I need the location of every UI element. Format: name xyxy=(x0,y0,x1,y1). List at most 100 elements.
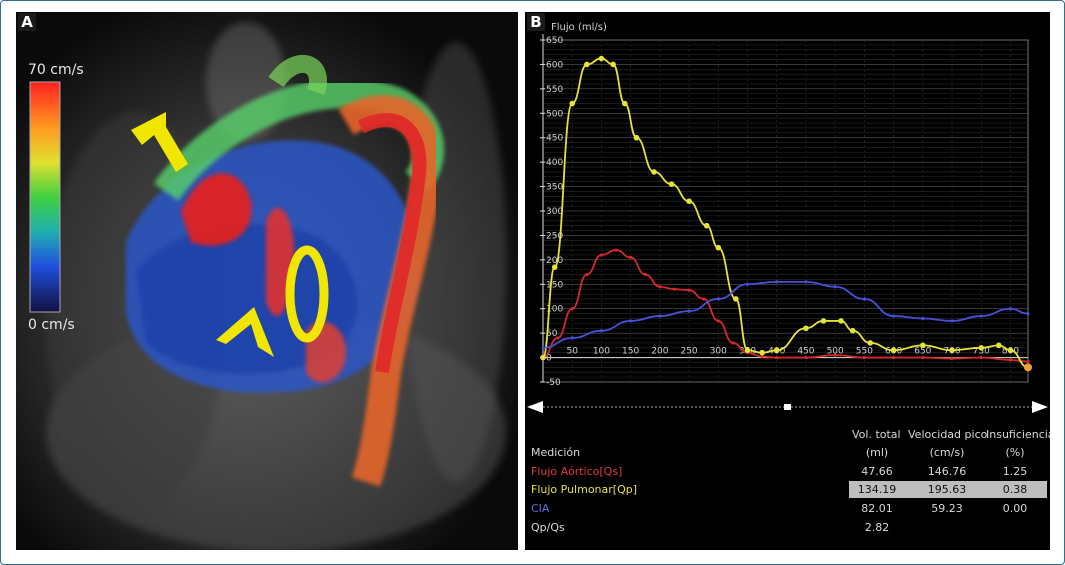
row-pulmonar-ins: 0.38 xyxy=(1002,483,1028,496)
y-tick-label: 200 xyxy=(546,256,563,266)
series-line-2 xyxy=(542,280,1029,349)
cursor-end-marker[interactable] xyxy=(1024,363,1032,372)
x-tick-label: 150 xyxy=(622,347,639,357)
series-point-1 xyxy=(540,354,546,361)
col-header-ins: Insuficiencia xyxy=(986,428,1050,441)
y-tick-label: 400 xyxy=(546,158,563,168)
series-point-0 xyxy=(716,319,720,323)
series-point-1 xyxy=(949,347,955,354)
series-point-1 xyxy=(867,340,874,346)
series-point-0 xyxy=(570,307,574,311)
row-pulmonar-vol: 134.19 xyxy=(857,483,897,496)
series-point-0 xyxy=(629,255,633,260)
series-line-0 xyxy=(542,249,1029,363)
series-point-1 xyxy=(978,345,985,351)
col-unit-ins: (%) xyxy=(1005,446,1025,459)
series-point-0 xyxy=(614,248,618,252)
row-aortic-ins: 1.25 xyxy=(1002,465,1028,478)
series-point-1 xyxy=(1007,347,1014,354)
series-point-1 xyxy=(733,296,739,302)
panel-a-mri-image: A 70 cm/s 0 cm/s xyxy=(16,12,518,550)
series-point-1 xyxy=(686,198,692,205)
y-tick-label: 250 xyxy=(546,231,563,241)
row-cia-vel: 59.23 xyxy=(931,502,963,515)
x-tick-label: 450 xyxy=(797,347,814,357)
x-tick-label: 750 xyxy=(973,347,990,357)
series-point-0 xyxy=(775,355,779,360)
y-tick-label: 500 xyxy=(546,109,563,119)
col-unit-vel: (cm/s) xyxy=(929,446,965,459)
y-tick-label: 550 xyxy=(546,85,563,95)
x-tick-label: 50 xyxy=(566,347,578,357)
series-point-2 xyxy=(950,319,954,323)
row-cia-vol: 82.01 xyxy=(861,502,893,515)
series-point-1 xyxy=(622,100,628,107)
y-tick-label: 300 xyxy=(546,207,563,217)
chart-series xyxy=(540,55,1032,372)
panel-b-flow-analysis: 650 600 550 500 450 400 350 300 250 200 150 100 50 0-… xyxy=(525,12,1050,550)
col-header-vol: Vol. total xyxy=(852,428,901,441)
series-point-0 xyxy=(731,341,735,345)
measurement-table: Vol. total Velocidad pico Insuficiencia … xyxy=(525,422,1050,550)
series-point-0 xyxy=(1026,359,1030,364)
y-axis-title: Flujo (ml/s) xyxy=(551,22,607,33)
timeline-end-handle[interactable] xyxy=(1032,401,1048,413)
series-point-1 xyxy=(820,318,827,324)
series-point-2 xyxy=(833,285,837,289)
series-point-2 xyxy=(921,316,925,321)
y-tick-label: 100 xyxy=(546,305,563,315)
series-point-0 xyxy=(658,285,662,289)
x-tick-label: 650 xyxy=(914,347,931,357)
series-point-1 xyxy=(995,342,1002,349)
scale-min-label: 0 cm/s xyxy=(28,317,75,333)
series-point-1 xyxy=(569,100,576,107)
scale-max-label: 70 cm/s xyxy=(28,62,84,78)
row-pulmonar-label[interactable]: Flujo Pulmonar[Qp] xyxy=(531,483,638,496)
series-point-1 xyxy=(920,342,926,349)
series-point-1 xyxy=(584,61,590,68)
row-qpqs-label[interactable]: Qp/Qs xyxy=(531,521,565,534)
series-point-1 xyxy=(849,327,856,334)
timeline-position-marker[interactable] xyxy=(784,404,791,410)
row-cia-ins: 0.00 xyxy=(1002,502,1028,515)
series-point-1 xyxy=(551,264,558,270)
series-point-1 xyxy=(759,349,765,356)
series-point-1 xyxy=(703,222,710,229)
series-point-2 xyxy=(629,319,633,323)
timeline-start-handle[interactable] xyxy=(527,401,543,413)
series-point-2 xyxy=(687,309,691,313)
series-point-1 xyxy=(668,181,675,187)
series-point-0 xyxy=(687,288,691,292)
x-tick-label: 500 xyxy=(827,347,844,357)
series-point-1 xyxy=(715,244,722,251)
series-point-0 xyxy=(599,253,604,257)
x-tick-label: 100 xyxy=(593,347,610,357)
selected-row-highlight xyxy=(849,481,1047,498)
y-tick-label: 450 xyxy=(546,134,563,144)
x-tick-label: 300 xyxy=(710,347,727,357)
series-point-0 xyxy=(892,355,896,360)
row-aortic-vel: 146.76 xyxy=(927,465,967,478)
series-point-1 xyxy=(773,347,780,354)
series-point-1 xyxy=(633,134,640,141)
row-aortic-vol: 47.66 xyxy=(861,465,893,478)
row-pulmonar-vel: 195.63 xyxy=(927,483,967,496)
series-point-0 xyxy=(950,356,954,361)
series-point-2 xyxy=(1026,312,1030,316)
series-point-2 xyxy=(570,336,574,340)
yellow-arrow-icon xyxy=(131,112,188,172)
series-point-2 xyxy=(745,282,750,286)
col-header-medicion: Medición xyxy=(531,446,581,459)
row-aortic-label[interactable]: Flujo Aórtico[Qs] xyxy=(531,465,623,478)
series-point-2 xyxy=(804,280,808,284)
flow-chart: 650600550500450400350300250200150100500-… xyxy=(525,12,1050,422)
series-point-2 xyxy=(541,346,545,350)
row-cia-label[interactable]: CIA xyxy=(531,502,550,515)
series-point-2 xyxy=(979,314,983,318)
series-point-2 xyxy=(599,329,604,333)
series-point-2 xyxy=(716,297,720,301)
panel-a-letter: A xyxy=(18,13,36,31)
series-point-0 xyxy=(1008,358,1013,362)
series-point-0 xyxy=(585,272,589,277)
series-point-2 xyxy=(658,314,662,318)
